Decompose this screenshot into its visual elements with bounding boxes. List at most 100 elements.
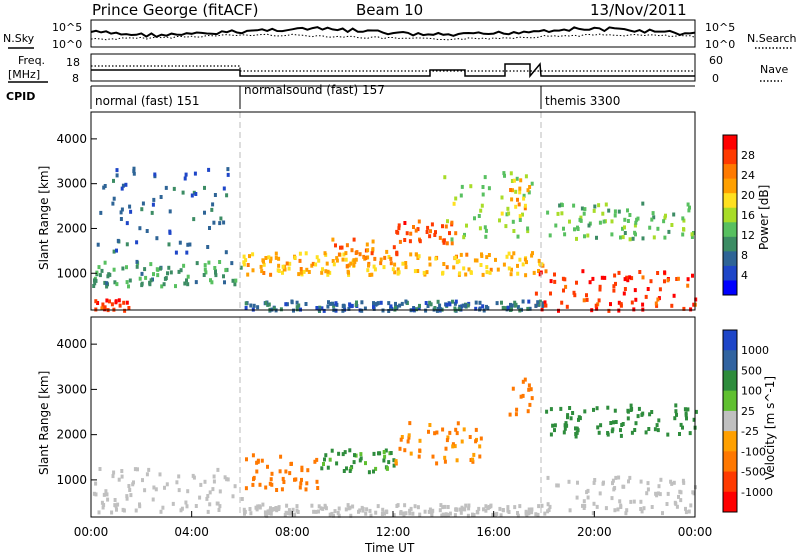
heatmap-cell [510, 303, 514, 308]
heatmap-cell [507, 266, 511, 271]
heatmap-cell [103, 280, 107, 285]
heatmap-cell [424, 301, 428, 305]
heatmap-cell [342, 469, 346, 473]
heatmap-cell [342, 252, 346, 257]
heatmap-cell [508, 412, 512, 417]
heatmap-cell [514, 189, 518, 194]
heatmap-cell [499, 513, 503, 518]
heatmap-cell [101, 505, 105, 510]
heatmap-cell [528, 402, 532, 407]
heatmap-cell [242, 260, 246, 265]
heatmap-cell [690, 232, 694, 237]
heatmap-cell [104, 489, 108, 494]
heatmap-cell [675, 412, 678, 417]
heatmap-cell [586, 495, 590, 500]
heatmap-cell [345, 264, 349, 269]
heatmap-cell [441, 505, 445, 510]
heatmap-cell [373, 302, 377, 307]
heatmap-cell [160, 284, 164, 289]
heatmap-cell [358, 252, 362, 257]
heatmap-cell [518, 190, 522, 195]
heatmap-cell [592, 208, 596, 213]
heatmap-cell [115, 248, 118, 253]
heatmap-cell [392, 513, 396, 518]
heatmap-cell [409, 231, 413, 236]
heatmap-cell [119, 210, 123, 215]
colorbar-tick-label: 8 [741, 249, 748, 262]
heatmap-cell [289, 462, 293, 466]
heatmap-cell [564, 421, 568, 426]
heatmap-cell [430, 511, 434, 516]
heatmap-cell [606, 431, 610, 435]
heatmap-cell [381, 507, 385, 512]
heatmap-cell [219, 216, 223, 221]
heatmap-cell [692, 417, 696, 422]
heatmap-cell [612, 487, 616, 492]
heatmap-cell [478, 444, 482, 449]
heatmap-cell [269, 477, 273, 482]
heatmap-cell [565, 304, 569, 309]
heatmap-cell [573, 293, 577, 298]
heatmap-cell [255, 469, 259, 474]
heatmap-cell [400, 301, 404, 306]
heatmap-cell [617, 209, 621, 214]
heatmap-cell [324, 453, 328, 458]
colorbar-swatch [723, 471, 737, 493]
heatmap-cell [585, 297, 589, 302]
freq-left-tick-bottom: 8 [72, 72, 79, 85]
heatmap-cell [620, 423, 624, 427]
heatmap-cell [519, 394, 523, 399]
heatmap-cell [120, 207, 124, 212]
heatmap-cell [156, 273, 160, 278]
heatmap-cell [95, 270, 99, 275]
velocity-colorbar [723, 330, 737, 513]
heatmap-cell [135, 264, 139, 269]
heatmap-cell [371, 247, 375, 252]
heatmap-cell [540, 304, 544, 308]
heatmap-cell [681, 478, 685, 483]
heatmap-cell [394, 459, 398, 464]
heatmap-cell [321, 267, 324, 272]
heatmap-cell [443, 459, 447, 464]
heatmap-cell [603, 275, 607, 280]
heatmap-cell [530, 510, 534, 515]
heatmap-cell [578, 416, 582, 421]
heatmap-cell [365, 507, 369, 512]
colorbar-tick-label: -500 [741, 466, 766, 479]
heatmap-cell [663, 235, 667, 240]
heatmap-cell [117, 477, 121, 482]
heatmap-cell [213, 193, 217, 197]
heatmap-cell [526, 306, 530, 311]
heatmap-cell [618, 499, 622, 504]
heatmap-cell [193, 171, 197, 176]
cpid-segment-3: themis 3300 [545, 94, 620, 108]
heatmap-cell [155, 236, 159, 241]
heatmap-cell [364, 511, 368, 516]
heatmap-cell [282, 480, 286, 484]
heatmap-cell [140, 271, 144, 276]
power-colorbar-frame [722, 134, 738, 296]
heatmap-cell [522, 196, 526, 201]
heatmap-cell [354, 257, 358, 262]
nave-trace [91, 65, 695, 72]
heatmap-cell [592, 407, 595, 412]
ytick-label: 3000 [56, 382, 87, 396]
heatmap-cell [482, 507, 485, 512]
heatmap-cell [384, 448, 388, 453]
heatmap-cell [512, 178, 516, 183]
heatmap-cell [565, 423, 569, 428]
heatmap-cell [404, 261, 408, 265]
heatmap-cell [248, 507, 252, 511]
heatmap-cell [463, 232, 466, 237]
heatmap-cell [321, 506, 325, 511]
heatmap-cell [455, 458, 459, 463]
ytick-label: 4000 [56, 337, 87, 351]
heatmap-cell [568, 219, 571, 224]
heatmap-cell [607, 208, 611, 213]
heatmap-cell [122, 300, 126, 305]
heatmap-cell [297, 272, 301, 277]
heatmap-cell [528, 306, 532, 311]
heatmap-cell [448, 231, 451, 236]
heatmap-cell [581, 269, 585, 274]
